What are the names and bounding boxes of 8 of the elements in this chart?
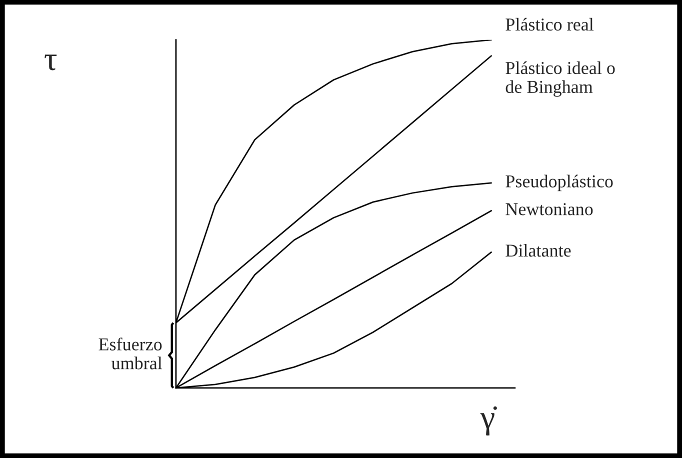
series-label: Dilatante xyxy=(506,244,571,257)
series-label: Plástico real xyxy=(506,18,594,31)
series-label: Pseudoplástico xyxy=(506,174,613,192)
series-label: Newtoniano xyxy=(506,203,593,216)
x-axis-title: γ̇ xyxy=(480,406,497,436)
y-axis-title: τ xyxy=(44,54,57,70)
series-label: Plástico ideal o de Bingham xyxy=(506,61,615,97)
text: Esfuerzo umbral xyxy=(98,338,162,370)
